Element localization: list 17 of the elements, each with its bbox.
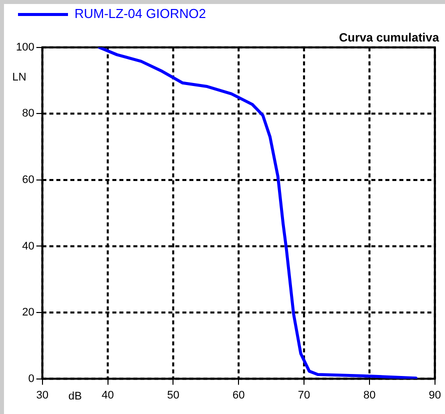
chart-title: Curva cumulativa — [338, 30, 440, 45]
x-tick-label: 30 — [36, 389, 48, 402]
y-tick-label: 100 — [16, 41, 34, 54]
y-tick-label: 60 — [22, 174, 34, 186]
x-tick-label: 90 — [428, 389, 442, 402]
x-tick-label: 80 — [363, 389, 376, 402]
y-tick-label: 80 — [22, 108, 34, 120]
x-tick-label: 50 — [167, 389, 180, 402]
y-axis-title: LN — [12, 71, 26, 84]
y-tick-label: 0 — [28, 372, 34, 385]
x-axis-title: dB — [68, 390, 82, 402]
x-tick-label: 40 — [102, 389, 114, 402]
y-tick-label: 20 — [22, 306, 34, 319]
legend-label: RUM-LZ-04 GIORNO2 — [74, 6, 206, 22]
y-tick-label: 40 — [22, 240, 34, 252]
x-tick-label: 60 — [232, 389, 245, 402]
x-tick-label: 70 — [298, 389, 310, 402]
